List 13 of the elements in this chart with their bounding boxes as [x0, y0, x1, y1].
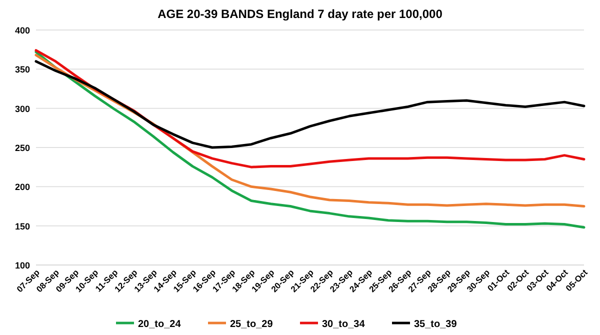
y-tick-label: 100 — [14, 260, 30, 270]
chart-title: AGE 20-39 BANDS England 7 day rate per 100,000 — [158, 7, 443, 21]
y-tick-label: 150 — [14, 221, 30, 232]
legend-label: 20_to_24 — [138, 319, 182, 330]
legend-label: 35_to_39 — [414, 319, 458, 330]
y-tick-label: 400 — [14, 26, 30, 36]
y-tick-label: 250 — [14, 143, 30, 153]
legend-label: 30_to_34 — [322, 319, 366, 330]
line-series — [34, 60, 586, 149]
y-tick-label: 300 — [14, 104, 30, 114]
y-tick-label: 350 — [14, 64, 30, 75]
y-tick-label: 200 — [14, 182, 30, 192]
legend-label: 25_to_29 — [230, 319, 274, 330]
